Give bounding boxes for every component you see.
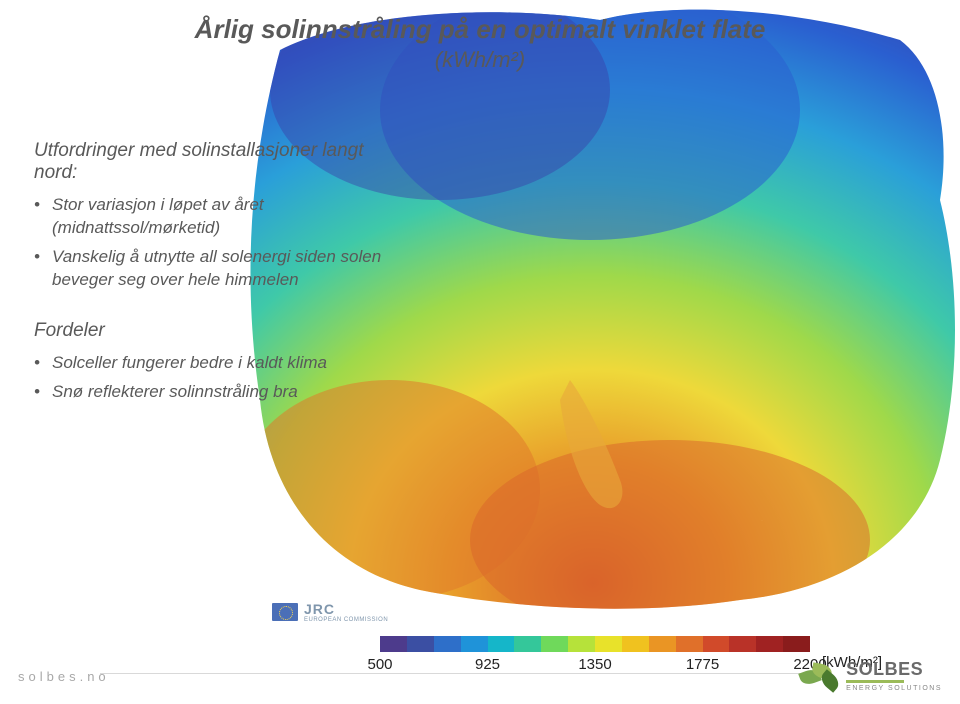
legend-segment: [756, 636, 783, 652]
legend-segment: [488, 636, 515, 652]
list-item: Vanskelig å utnytte all solenergi siden …: [34, 246, 394, 292]
legend-segment: [703, 636, 730, 652]
brand-name: SOLBES: [846, 660, 942, 678]
legend-bar: [380, 636, 810, 652]
jrc-label: JRC: [304, 601, 388, 617]
legend-segment: [783, 636, 810, 652]
advantages-list: Solceller fungerer bedre i kaldt klima S…: [34, 352, 394, 404]
jrc-sublabel: EUROPEAN COMMISSION: [304, 617, 388, 623]
list-item: Stor variasjon i løpet av året (midnatts…: [34, 194, 394, 240]
list-item: Snø reflekterer solinnstråling bra: [34, 381, 394, 404]
leaf-icon: [798, 662, 842, 690]
legend-segment: [434, 636, 461, 652]
title-block: Årlig solinnstråling på en optimalt vink…: [0, 14, 960, 73]
legend-segment: [461, 636, 488, 652]
footer-site: solbes.no: [18, 669, 110, 684]
legend-segment: [649, 636, 676, 652]
content-block: Utfordringer med solinstallasjoner langt…: [34, 140, 394, 432]
page-subtitle: (kWh/m²): [0, 47, 960, 73]
legend-segment: [729, 636, 756, 652]
legend-segment: [595, 636, 622, 652]
legend-segment: [568, 636, 595, 652]
eu-flag-icon: [272, 603, 298, 621]
brand-tagline: ENERGY SOLUTIONS: [846, 685, 942, 692]
legend-segment: [380, 636, 407, 652]
legend-segment: [676, 636, 703, 652]
section-heading-challenges: Utfordringer med solinstallasjoner langt…: [34, 140, 394, 184]
challenges-list: Stor variasjon i løpet av året (midnatts…: [34, 194, 394, 292]
brand-logo: SOLBES ENERGY SOLUTIONS: [798, 660, 942, 692]
legend-segment: [622, 636, 649, 652]
legend-segment: [407, 636, 434, 652]
page-title: Årlig solinnstråling på en optimalt vink…: [0, 14, 960, 45]
legend-segment: [541, 636, 568, 652]
jrc-badge: JRC EUROPEAN COMMISSION: [272, 601, 388, 626]
section-heading-advantages: Fordeler: [34, 320, 394, 342]
color-legend: 500925135017752200 [kWh/m²]: [380, 636, 930, 656]
footer: solbes.no SOLBES ENERGY SOLUTIONS: [18, 660, 942, 692]
legend-segment: [514, 636, 541, 652]
list-item: Solceller fungerer bedre i kaldt klima: [34, 352, 394, 375]
